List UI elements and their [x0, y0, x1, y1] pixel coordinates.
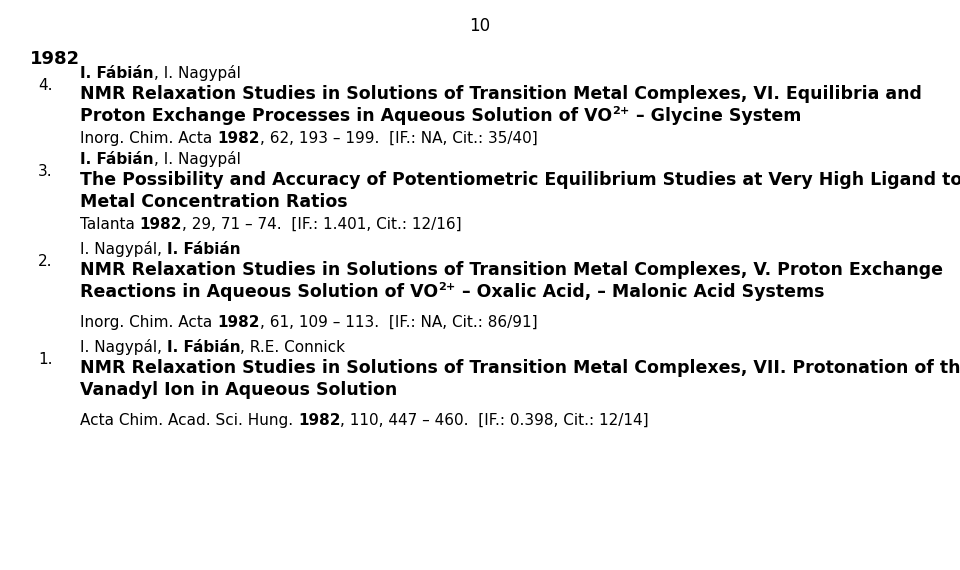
Text: 1982: 1982	[217, 315, 259, 330]
Text: , I. Nagypál: , I. Nagypál	[154, 65, 241, 81]
Text: 3.: 3.	[38, 164, 53, 179]
Text: Metal Concentration Ratios: Metal Concentration Ratios	[80, 193, 348, 211]
Text: NMR Relaxation Studies in Solutions of Transition Metal Complexes, VI. Equilibri: NMR Relaxation Studies in Solutions of T…	[80, 85, 922, 103]
Text: 1982: 1982	[140, 217, 182, 232]
Text: I. Fábián: I. Fábián	[80, 152, 154, 167]
Text: I. Fábián: I. Fábián	[80, 66, 154, 81]
Text: The Possibility and Accuracy of Potentiometric Equilibrium Studies at Very High : The Possibility and Accuracy of Potentio…	[80, 171, 960, 189]
Text: 10: 10	[469, 17, 491, 35]
Text: I. Nagypál,: I. Nagypál,	[80, 241, 167, 257]
Text: Reactions in Aqueous Solution of VO: Reactions in Aqueous Solution of VO	[80, 283, 438, 301]
Text: Acta Chim. Acad. Sci. Hung.: Acta Chim. Acad. Sci. Hung.	[80, 413, 298, 428]
Text: 2.: 2.	[38, 254, 53, 269]
Text: – Glycine System: – Glycine System	[630, 107, 801, 125]
Text: , 110, 447 – 460.  [IF.: 0.398, Cit.: 12/14]: , 110, 447 – 460. [IF.: 0.398, Cit.: 12/…	[341, 413, 649, 428]
Text: , 62, 193 – 199.  [IF.: NA, Cit.: 35/40]: , 62, 193 – 199. [IF.: NA, Cit.: 35/40]	[259, 131, 538, 146]
Text: Vanadyl Ion in Aqueous Solution: Vanadyl Ion in Aqueous Solution	[80, 381, 397, 399]
Text: 2+: 2+	[612, 106, 630, 116]
Text: , R.E. Connick: , R.E. Connick	[241, 340, 346, 355]
Text: 2+: 2+	[438, 282, 455, 292]
Text: – Oxalic Acid, – Malonic Acid Systems: – Oxalic Acid, – Malonic Acid Systems	[455, 283, 824, 301]
Text: I. Fábián: I. Fábián	[167, 340, 241, 355]
Text: 4.: 4.	[38, 78, 53, 93]
Text: Proton Exchange Processes in Aqueous Solution of VO: Proton Exchange Processes in Aqueous Sol…	[80, 107, 612, 125]
Text: Inorg. Chim. Acta: Inorg. Chim. Acta	[80, 315, 217, 330]
Text: 1982: 1982	[217, 131, 259, 146]
Text: 1982: 1982	[30, 50, 80, 68]
Text: Talanta: Talanta	[80, 217, 140, 232]
Text: I. Fábián: I. Fábián	[167, 242, 241, 257]
Text: NMR Relaxation Studies in Solutions of Transition Metal Complexes, VII. Protonat: NMR Relaxation Studies in Solutions of T…	[80, 359, 960, 377]
Text: NMR Relaxation Studies in Solutions of Transition Metal Complexes, V. Proton Exc: NMR Relaxation Studies in Solutions of T…	[80, 261, 943, 279]
Text: 1.: 1.	[38, 352, 53, 367]
Text: , 61, 109 – 113.  [IF.: NA, Cit.: 86/91]: , 61, 109 – 113. [IF.: NA, Cit.: 86/91]	[259, 315, 538, 330]
Text: Inorg. Chim. Acta: Inorg. Chim. Acta	[80, 131, 217, 146]
Text: , I. Nagypál: , I. Nagypál	[154, 151, 241, 167]
Text: , 29, 71 – 74.  [IF.: 1.401, Cit.: 12/16]: , 29, 71 – 74. [IF.: 1.401, Cit.: 12/16]	[182, 217, 462, 232]
Text: I. Nagypál,: I. Nagypál,	[80, 339, 167, 355]
Text: 1982: 1982	[298, 413, 341, 428]
